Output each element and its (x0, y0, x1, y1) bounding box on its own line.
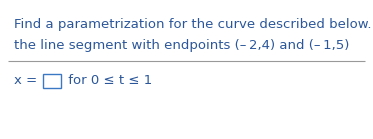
Text: the line segment with endpoints (– 2,4) and (– 1,5): the line segment with endpoints (– 2,4) … (14, 39, 350, 52)
Text: for 0 ≤ t ≤ 1: for 0 ≤ t ≤ 1 (64, 74, 152, 87)
FancyBboxPatch shape (43, 74, 61, 88)
Text: Find a parametrization for the curve described below.: Find a parametrization for the curve des… (14, 18, 372, 31)
Text: x =: x = (14, 74, 41, 87)
